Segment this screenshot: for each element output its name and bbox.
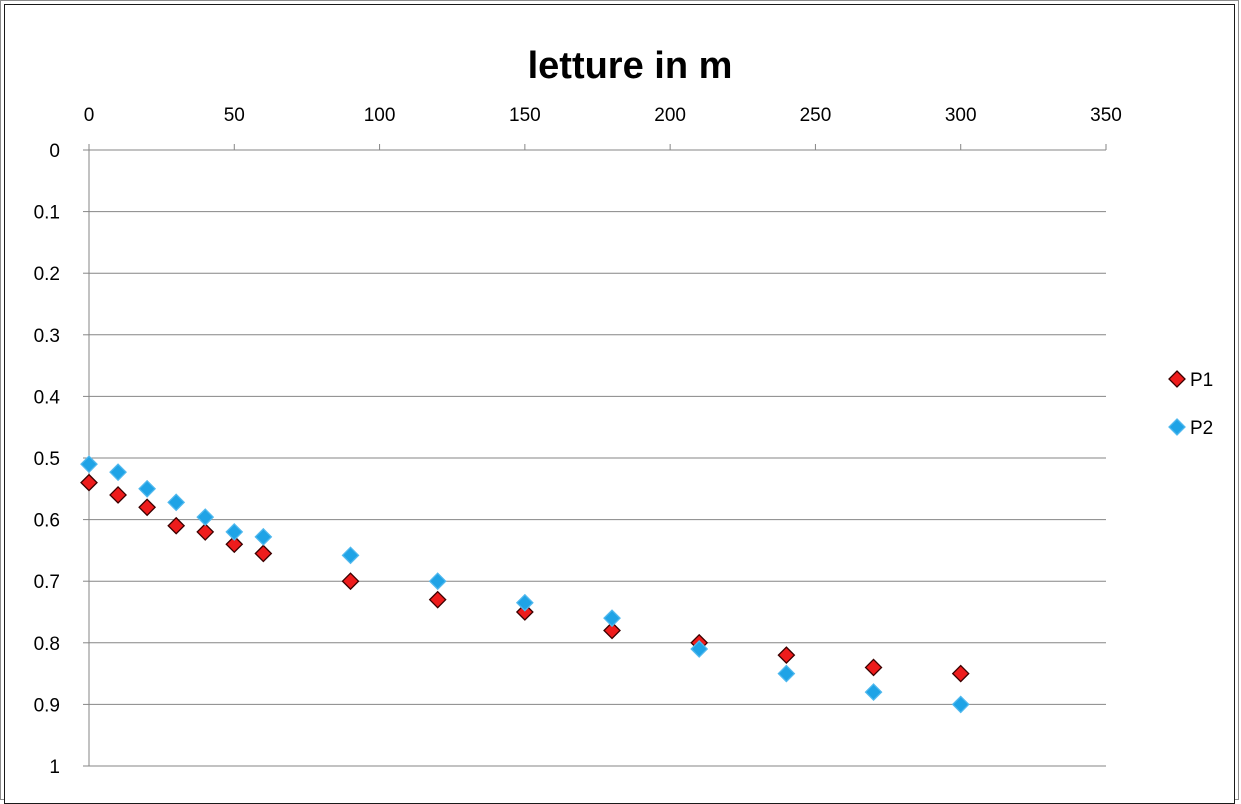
x-tick-label: 150: [509, 105, 541, 126]
y-tick-label: 0.3: [34, 326, 60, 347]
data-point-p2: [80, 455, 98, 474]
x-tick-label: 0: [84, 105, 95, 126]
data-point-p2: [167, 493, 186, 512]
data-points: [80, 455, 970, 714]
x-tick-label: 50: [224, 105, 245, 126]
y-tick-label: 0: [49, 141, 60, 162]
legend-marker-p1: [1168, 370, 1186, 388]
x-tick-labels: 0 50 100 150 200 250 300 350: [84, 105, 1122, 126]
x-tick-label: 300: [945, 105, 977, 126]
data-point-p2: [515, 593, 534, 612]
legend-label-p1: P1: [1190, 370, 1213, 391]
data-point-p1: [603, 621, 621, 640]
legend-label-p2: P2: [1190, 418, 1213, 439]
data-point-p2: [951, 695, 970, 714]
chart-title: letture in m: [528, 45, 733, 87]
x-tick-label: 200: [654, 105, 686, 126]
y-tick-label: 0.1: [34, 203, 60, 224]
x-tick-label: 100: [364, 105, 396, 126]
data-point-p1: [138, 498, 157, 517]
y-tick-label: 0.8: [34, 634, 60, 655]
data-point-p1: [254, 544, 273, 563]
y-tick-label: 0.9: [34, 695, 60, 716]
gridlines: [89, 211, 1106, 767]
data-point-p2: [603, 609, 621, 628]
data-point-p1: [341, 572, 360, 591]
data-point-p1: [167, 516, 186, 535]
data-point-p1: [109, 486, 127, 504]
data-point-p1: [428, 590, 447, 609]
axes: [83, 144, 1107, 767]
data-point-p2: [428, 572, 447, 591]
data-point-p2: [254, 527, 273, 546]
data-point-p2: [777, 664, 796, 683]
y-tick-label: 1: [49, 757, 60, 778]
x-tick-label: 250: [800, 105, 832, 126]
data-point-p1: [864, 658, 883, 677]
data-point-p1: [225, 535, 244, 554]
data-point-p2: [864, 683, 883, 701]
data-point-p1: [777, 646, 796, 665]
data-point-p2: [341, 546, 360, 565]
data-point-p1: [80, 473, 98, 492]
y-tick-label: 0.5: [34, 449, 60, 470]
y-tick-label: 0.2: [34, 264, 60, 285]
legend-marker-p2: [1168, 418, 1186, 436]
data-point-p1: [951, 664, 970, 683]
legend: P1 P2: [1168, 370, 1213, 439]
y-tick-label: 0.6: [34, 511, 60, 532]
y-tick-label: 0.4: [34, 387, 61, 408]
data-point-p2: [225, 523, 244, 541]
data-point-p1: [196, 523, 215, 541]
data-point-p2: [196, 508, 215, 527]
data-point-p1: [515, 603, 534, 621]
data-point-p2: [690, 640, 709, 658]
data-point-p2: [109, 463, 127, 482]
y-tick-labels: 0 0.1 0.2 0.3 0.4 0.5 0.6 0.7 0.8 0.9 1: [34, 141, 61, 778]
data-point-p2: [138, 479, 157, 498]
y-tick-label: 0.7: [34, 572, 60, 593]
x-tick-label: 350: [1090, 105, 1122, 126]
